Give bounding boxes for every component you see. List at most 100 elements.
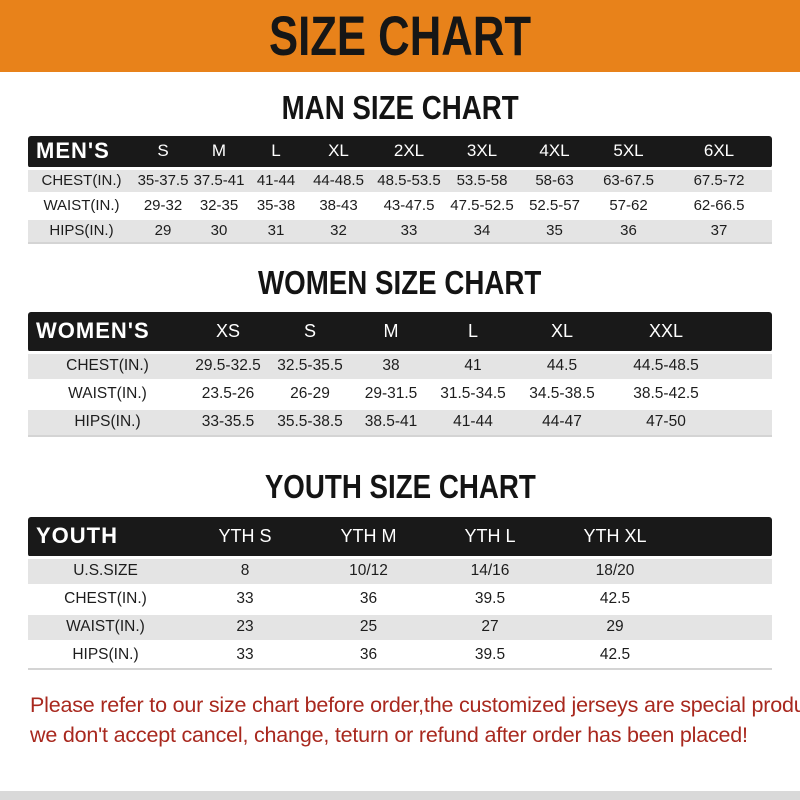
measurement-row: CHEST(IN.) 33 36 39.5 42.5 <box>28 583 772 613</box>
value-cell: 27 <box>430 611 550 641</box>
value-cell: 29-31.5 <box>351 378 431 408</box>
men-section-heading: MAN SIZE CHART <box>281 89 519 126</box>
row-label: HIPS(IN.) <box>28 406 187 437</box>
row-label: WAIST(IN.) <box>28 378 187 408</box>
value-cell: 10/12 <box>307 555 430 585</box>
section-youth: YOUTH SIZE CHART YOUTH YTH S YTH M YTH L YTH… <box>0 470 800 670</box>
value-cell: 47.5-52.5 <box>446 191 518 218</box>
size-column-header: YTH S <box>183 517 307 557</box>
value-cell: 32 <box>305 216 372 244</box>
value-cell: 14/16 <box>430 555 550 585</box>
measurement-row: WAIST(IN.) 23 25 27 29 <box>28 611 772 641</box>
size-column-header: 5XL <box>591 136 666 168</box>
size-column-header: 6XL <box>666 136 772 168</box>
value-cell: 36 <box>307 583 430 613</box>
size-column-header: M <box>351 312 431 352</box>
row-label: WAIST(IN.) <box>28 611 183 641</box>
row-label: HIPS(IN.) <box>28 639 183 670</box>
disclaimer-line-2: we don't accept cancel, change, teturn o… <box>30 723 748 747</box>
youth-size-table: YOUTH YTH S YTH M YTH L YTH XL U.S.SIZE 8 10/12… <box>28 517 772 670</box>
size-column-header: 2XL <box>372 136 446 168</box>
filler-cell <box>680 517 772 557</box>
value-cell: 47-50 <box>609 406 723 437</box>
measurement-row: U.S.SIZE 8 10/12 14/16 18/20 <box>28 555 772 585</box>
measurement-row: HIPS(IN.) 33 36 39.5 42.5 <box>28 639 772 670</box>
filler-cell <box>680 611 772 641</box>
disclaimer-line-1: Please refer to our size chart before or… <box>30 693 800 717</box>
value-cell: 41 <box>431 350 515 380</box>
filler-cell <box>723 312 772 352</box>
value-cell: 48.5-53.5 <box>372 166 446 193</box>
row-label: CHEST(IN.) <box>28 166 135 193</box>
size-column-header: XS <box>187 312 269 352</box>
filler-cell <box>680 555 772 585</box>
size-column-header: M <box>191 136 247 168</box>
table-header-row: MEN'S S M L XL 2XL 3XL 4XL 5XL 6XL <box>28 136 772 168</box>
value-cell: 39.5 <box>430 639 550 670</box>
men-size-table: MEN'S S M L XL 2XL 3XL 4XL 5XL 6XL CHEST(IN.) 35-37… <box>28 136 772 244</box>
filler-cell <box>723 406 772 437</box>
value-cell: 38.5-41 <box>351 406 431 437</box>
size-column-header: 4XL <box>518 136 591 168</box>
value-cell: 44.5 <box>515 350 609 380</box>
value-cell: 23.5-26 <box>187 378 269 408</box>
value-cell: 63-67.5 <box>591 166 666 193</box>
value-cell: 25 <box>307 611 430 641</box>
value-cell: 58-63 <box>518 166 591 193</box>
filler-cell <box>680 583 772 613</box>
size-column-header: YTH XL <box>550 517 680 557</box>
value-cell: 36 <box>591 216 666 244</box>
measurement-row: CHEST(IN.) 29.5-32.5 32.5-35.5 38 41 44.5 44.5… <box>28 350 772 380</box>
size-column-header: XXL <box>609 312 723 352</box>
value-cell: 34.5-38.5 <box>515 378 609 408</box>
value-cell: 8 <box>183 555 307 585</box>
size-column-header: XL <box>515 312 609 352</box>
value-cell: 29 <box>135 216 191 244</box>
section-men: MAN SIZE CHART MEN'S S M L XL 2XL 3XL 4XL 5XL 6XL… <box>0 91 800 244</box>
value-cell: 39.5 <box>430 583 550 613</box>
size-column-header: S <box>269 312 351 352</box>
table-group-label: MEN'S <box>28 136 135 168</box>
value-cell: 44.5-48.5 <box>609 350 723 380</box>
women-section-heading: WOMEN SIZE CHART <box>258 264 542 301</box>
size-column-header: S <box>135 136 191 168</box>
value-cell: 29 <box>550 611 680 641</box>
table-header-row: WOMEN'S XS S M L XL XXL <box>28 312 772 352</box>
value-cell: 42.5 <box>550 639 680 670</box>
value-cell: 52.5-57 <box>518 191 591 218</box>
value-cell: 67.5-72 <box>666 166 772 193</box>
value-cell: 33 <box>183 639 307 670</box>
value-cell: 36 <box>307 639 430 670</box>
measurement-row: HIPS(IN.) 29 30 31 32 33 34 35 36 37 <box>28 216 772 244</box>
value-cell: 29.5-32.5 <box>187 350 269 380</box>
measurement-row: CHEST(IN.) 35-37.5 37.5-41 41-44 44-48.5 48.5… <box>28 166 772 193</box>
value-cell: 57-62 <box>591 191 666 218</box>
size-column-header: YTH M <box>307 517 430 557</box>
value-cell: 38.5-42.5 <box>609 378 723 408</box>
value-cell: 44-48.5 <box>305 166 372 193</box>
youth-section-heading: YOUTH SIZE CHART <box>264 468 536 505</box>
value-cell: 32.5-35.5 <box>269 350 351 380</box>
filler-cell <box>723 378 772 408</box>
value-cell: 26-29 <box>269 378 351 408</box>
banner: SIZE CHART <box>0 0 800 72</box>
row-label: CHEST(IN.) <box>28 583 183 613</box>
size-column-header: L <box>247 136 305 168</box>
disclaimer: Please refer to our size chart before or… <box>0 690 800 750</box>
value-cell: 33 <box>372 216 446 244</box>
value-cell: 33 <box>183 583 307 613</box>
value-cell: 41-44 <box>431 406 515 437</box>
measurement-row: WAIST(IN.) 29-32 32-35 35-38 38-43 43-47.5 47.… <box>28 191 772 218</box>
table-group-label: WOMEN'S <box>28 312 187 352</box>
value-cell: 23 <box>183 611 307 641</box>
value-cell: 37 <box>666 216 772 244</box>
value-cell: 35.5-38.5 <box>269 406 351 437</box>
value-cell: 34 <box>446 216 518 244</box>
row-label: CHEST(IN.) <box>28 350 187 380</box>
value-cell: 41-44 <box>247 166 305 193</box>
value-cell: 62-66.5 <box>666 191 772 218</box>
value-cell: 31.5-34.5 <box>431 378 515 408</box>
value-cell: 53.5-58 <box>446 166 518 193</box>
value-cell: 35-37.5 <box>135 166 191 193</box>
filler-cell <box>723 350 772 380</box>
